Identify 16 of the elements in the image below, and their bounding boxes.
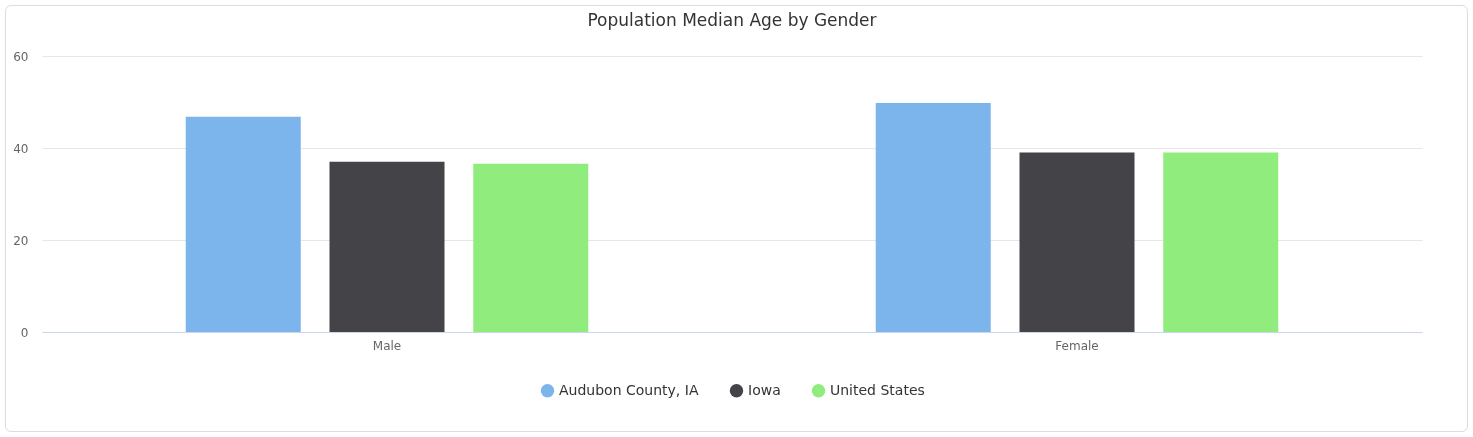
bar: [329, 161, 445, 332]
y-tick-label: 60: [13, 49, 29, 64]
bar: [473, 163, 589, 332]
bar: [1163, 152, 1279, 332]
y-tick-label: 40: [13, 141, 29, 156]
x-tick-label: Female: [1055, 338, 1099, 353]
bar: [185, 116, 301, 332]
legend-label: United States: [830, 381, 925, 398]
legend-label: Iowa: [748, 381, 781, 398]
y-tick-label: 20: [13, 233, 29, 248]
legend-label: Audubon County, IA: [559, 381, 699, 398]
bar: [1019, 152, 1135, 332]
chart-title: Population Median Age by Gender: [587, 10, 877, 30]
x-tick-label: Male: [372, 338, 402, 353]
bar: [875, 102, 991, 332]
y-tick-label: 0: [20, 325, 29, 340]
